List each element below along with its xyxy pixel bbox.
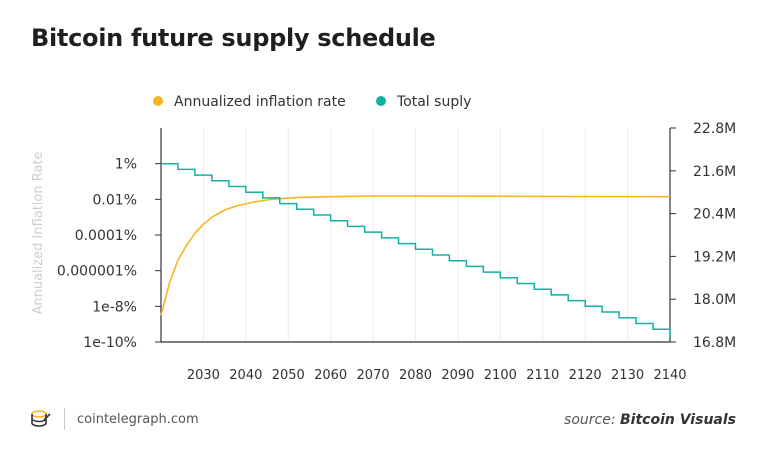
y-right-tick-label-2: 19.2M	[693, 249, 736, 265]
x-tick-label-5: 2080	[399, 368, 432, 383]
chart-title: Bitcoin future supply schedule	[31, 24, 436, 52]
x-tick-label-1: 2040	[229, 368, 262, 383]
series-lines	[160, 162, 671, 338]
legend: Annualized inflation rate Total suply	[153, 94, 471, 110]
series-line-supply	[161, 162, 671, 338]
x-tick-label-0: 2030	[187, 368, 220, 383]
y-left-tick-label-1: 0.01%	[93, 192, 137, 208]
x-tick-label-10: 2130	[611, 368, 644, 383]
legend-label-inflation: Annualized inflation rate	[174, 94, 346, 110]
x-tick-label-3: 2060	[314, 368, 347, 383]
x-tick-label-4: 2070	[357, 368, 390, 383]
grid	[202, 128, 671, 342]
x-tick-label-11: 2140	[653, 368, 686, 383]
y-right-tick-label-3: 20.4M	[693, 207, 736, 223]
source-prefix: source:	[564, 412, 620, 428]
legend-label-supply: Total suply	[396, 94, 471, 110]
x-tick-label-6: 2090	[441, 368, 474, 383]
y-right-tick-label-5: 22.8M	[693, 121, 736, 137]
y-axis-label-left: Annualized Inflation Rate	[31, 151, 46, 314]
x-tick-label-2: 2050	[272, 368, 305, 383]
y-right-tick-label-0: 16.8M	[693, 335, 736, 351]
y-right-tick-label-1: 18.0M	[693, 292, 736, 308]
cointelegraph-logo-icon	[31, 410, 51, 427]
y-left-tick-label-3: 0.000001%	[57, 264, 137, 280]
legend-marker-supply	[376, 96, 386, 106]
y-left-tick-label-4: 1e-8%	[92, 299, 137, 315]
y-left-tick-label-5: 1e-10%	[83, 335, 137, 351]
axes	[155, 127, 676, 343]
x-tick-label-9: 2120	[569, 368, 602, 383]
chart: 1% 0.01% 0.0001% 0.000001% 1e-8% 1e-10% 16.8M 1…	[31, 94, 736, 383]
y-right-tick-label-4: 21.6M	[693, 164, 736, 180]
series-line-inflation	[160, 195, 671, 316]
x-tick-label-8: 2110	[526, 368, 559, 383]
source-credit: source: Bitcoin Visuals	[564, 412, 736, 428]
y-left-tick-label-2: 0.0001%	[75, 228, 137, 244]
footer-brand: cointelegraph.com	[30, 408, 199, 430]
y-left-tick-label-0: 1%	[115, 157, 137, 173]
x-tick-label-7: 2100	[484, 368, 517, 383]
footer-divider	[64, 408, 65, 430]
tick-labels: 1% 0.01% 0.0001% 0.000001% 1e-8% 1e-10% 16.8M 1…	[57, 121, 736, 383]
source-name: Bitcoin Visuals	[620, 412, 736, 428]
brand-text: cointelegraph.com	[77, 411, 199, 427]
legend-marker-inflation	[153, 96, 163, 106]
